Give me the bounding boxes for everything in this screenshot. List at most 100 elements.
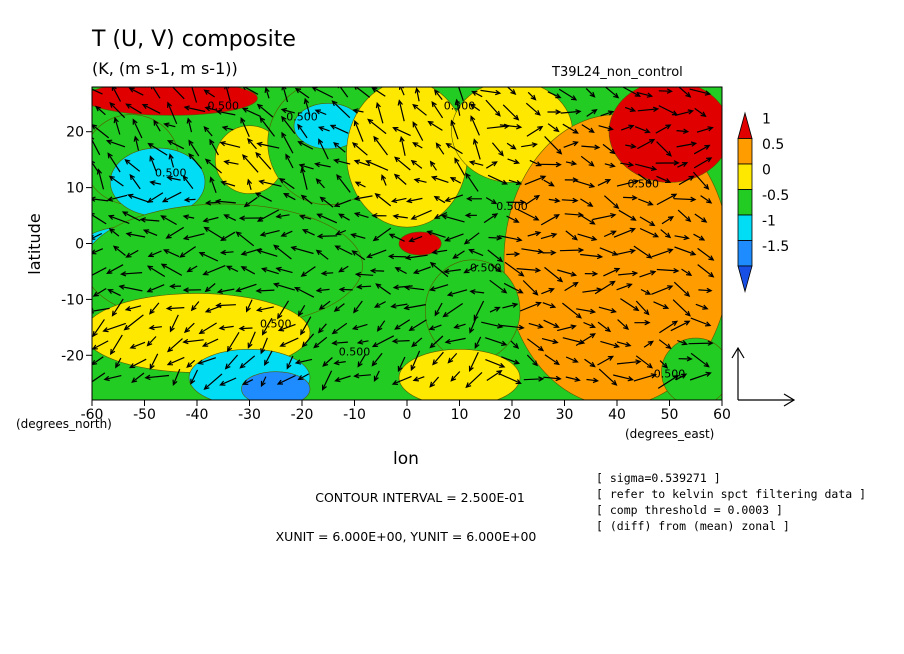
shaded-region <box>398 231 442 256</box>
wind-vector <box>129 173 141 190</box>
wind-vector <box>258 179 282 187</box>
wind-vector <box>580 253 604 260</box>
wind-vector <box>633 373 658 382</box>
contour-label: 0.500 <box>286 111 318 124</box>
wind-vector <box>371 352 383 367</box>
wind-vector <box>132 118 143 139</box>
shaded-region <box>608 87 722 183</box>
wind-vector <box>581 124 595 133</box>
wind-vector <box>371 335 395 348</box>
wind-vector <box>637 138 656 150</box>
x-tick-label: -10 <box>343 407 366 423</box>
contour-label: 0.500 <box>339 345 371 358</box>
wind-vector <box>103 375 122 382</box>
wind-vector <box>313 336 328 349</box>
wind-vector <box>651 285 674 295</box>
wind-vector <box>259 230 280 237</box>
wind-vector <box>203 226 225 240</box>
wind-vector <box>441 214 465 223</box>
wind-vector <box>238 215 264 221</box>
wind-vector <box>562 337 586 345</box>
wind-vector <box>463 232 480 245</box>
plot-area: 0.500 0.500 0.500 0.500 0.500 0.500 0.500 0.500… <box>91 86 723 401</box>
wind-vector <box>374 193 392 207</box>
wind-vector <box>523 376 545 382</box>
wind-vector <box>256 209 280 222</box>
wind-vector <box>547 123 560 133</box>
wind-vector <box>142 229 158 236</box>
wind-vector <box>182 174 194 190</box>
wind-vector <box>297 123 308 139</box>
colorbar-swatch <box>737 163 753 190</box>
wind-vector <box>547 91 562 99</box>
wind-vector <box>165 226 185 239</box>
wind-vector <box>357 353 366 368</box>
wind-vector <box>190 369 199 385</box>
wind-vector <box>376 320 386 332</box>
wind-vector <box>521 248 544 255</box>
wind-vector <box>219 141 241 148</box>
wind-vector <box>273 244 292 260</box>
wind-vector <box>435 142 445 155</box>
wind-vector <box>429 376 440 388</box>
wind-vector <box>214 198 236 205</box>
wind-vector <box>127 193 149 203</box>
wind-vector <box>303 97 311 116</box>
wind-vector <box>219 377 237 386</box>
wind-vector <box>603 230 617 238</box>
wind-vector <box>429 335 444 349</box>
wind-vector <box>506 251 521 257</box>
wind-vector <box>198 252 219 262</box>
colorbar-label: 1 <box>762 112 771 128</box>
wind-vector <box>613 227 636 238</box>
wind-vector <box>125 231 146 238</box>
wind-vector <box>693 157 713 169</box>
wind-vector <box>203 89 216 98</box>
wind-vector <box>483 213 499 224</box>
wind-vector <box>109 102 126 119</box>
wind-vector <box>169 87 185 100</box>
wind-vector <box>689 371 712 381</box>
wind-vector <box>316 213 338 224</box>
wind-vector <box>283 193 296 201</box>
wind-vector <box>118 284 143 292</box>
wind-vector <box>102 322 126 333</box>
wind-vector <box>598 368 618 386</box>
wind-vector <box>264 350 273 367</box>
wind-vector <box>281 87 289 103</box>
wind-vector <box>604 195 620 210</box>
wind-vector <box>615 248 637 256</box>
wind-vector <box>411 337 423 348</box>
wind-vector <box>394 156 411 171</box>
wind-vector <box>238 325 253 332</box>
x-tick-label: -60 <box>81 407 104 423</box>
x-tick-label: 10 <box>451 407 469 423</box>
wind-vector <box>300 316 312 336</box>
wind-vector <box>169 314 179 333</box>
wind-vector <box>661 216 675 225</box>
wind-vector <box>334 375 351 383</box>
wind-vector <box>121 211 141 222</box>
wind-vector <box>510 340 520 349</box>
wind-vector <box>163 122 176 128</box>
wind-vector <box>338 286 353 293</box>
wind-vector <box>166 175 181 181</box>
wind-vector <box>276 374 296 385</box>
wind-vector <box>673 281 691 298</box>
wind-vector <box>141 103 161 114</box>
wind-vector <box>433 211 448 219</box>
wind-vector <box>256 141 280 149</box>
wind-vector <box>204 283 216 293</box>
wind-vector <box>92 160 99 172</box>
wind-vector <box>281 115 296 134</box>
wind-vector <box>526 354 539 367</box>
wind-vector <box>204 105 218 112</box>
wind-vector <box>373 301 386 308</box>
wind-vector <box>501 356 521 365</box>
wind-vector <box>444 194 464 202</box>
wind-vector <box>333 158 351 165</box>
shaded-region <box>661 337 722 400</box>
wind-vector <box>209 176 217 193</box>
info-line-4: [ (diff) from (mean) zonal ] <box>596 519 790 533</box>
wind-vector <box>458 87 464 101</box>
